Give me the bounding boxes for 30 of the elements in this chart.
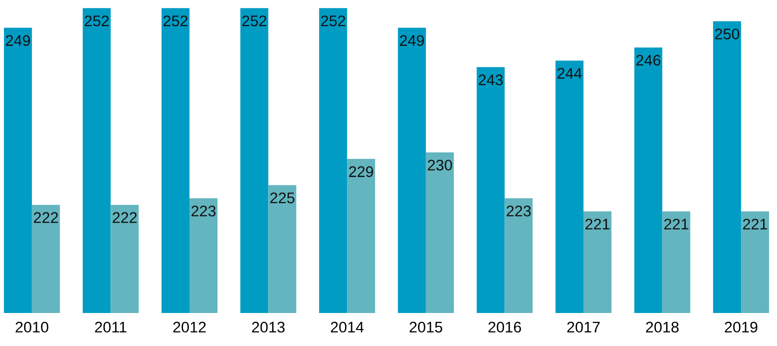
x-tick-label: 2011 (95, 322, 126, 333)
data-label: 246 (636, 54, 660, 66)
data-label: 222 (34, 212, 58, 223)
x-tick-label: 2014 (330, 322, 364, 333)
x-tick-label: 2016 (488, 322, 522, 333)
data-label: 229 (349, 166, 374, 178)
data-label: 223 (506, 206, 531, 216)
data-label: 221 (664, 218, 688, 230)
data-label: 249 (6, 35, 30, 46)
data-label: 222 (112, 212, 137, 223)
x-tick-label: 2018 (646, 322, 679, 333)
data-label: 252 (164, 15, 188, 26)
data-label: 244 (558, 68, 582, 79)
data-label: 249 (400, 35, 424, 46)
data-label: 252 (84, 15, 109, 26)
data-label: 252 (242, 15, 266, 26)
x-tick-label: 2019 (724, 322, 758, 333)
data-label: 221 (743, 218, 768, 230)
data-label: 223 (192, 206, 216, 216)
data-label: 250 (715, 28, 740, 40)
x-tick-label: 2010 (16, 322, 48, 333)
data-label: 230 (428, 160, 452, 171)
data-label: 225 (270, 192, 294, 204)
data-label: 252 (321, 15, 346, 26)
x-tick-label: 2013 (252, 322, 285, 333)
x-tick-label: 2015 (410, 322, 442, 333)
data-label: 221 (585, 218, 610, 230)
x-tick-label: 2017 (567, 322, 600, 333)
x-tick-label: 2012 (173, 322, 206, 333)
data-label: 243 (478, 74, 503, 86)
